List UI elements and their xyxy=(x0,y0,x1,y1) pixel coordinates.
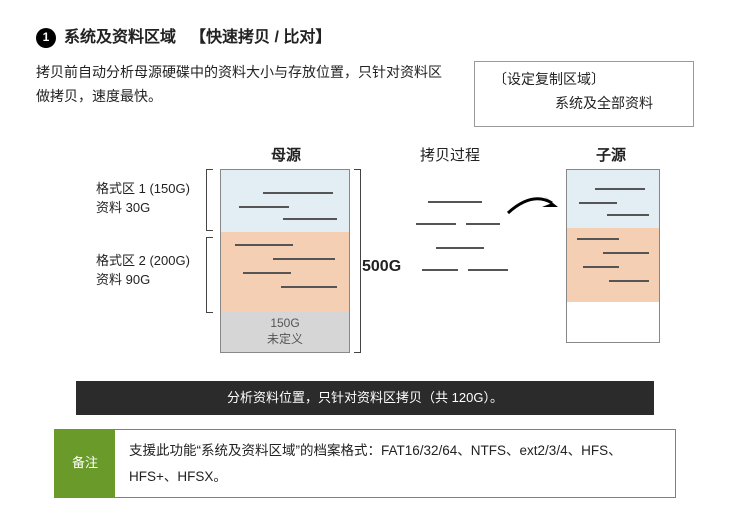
data-stripe xyxy=(243,272,291,274)
data-stripe xyxy=(609,280,649,282)
partition1-text: 格式区 1 (150G) 资料 30G xyxy=(96,179,190,218)
data-stripe xyxy=(595,188,645,190)
target-disk xyxy=(566,169,660,343)
data-stripe xyxy=(283,218,337,220)
note-row: 备注 支援此功能“系统及资料区域”的档案格式：FAT16/32/64、NTFS、… xyxy=(54,429,676,498)
undef-line2: 未定义 xyxy=(267,332,303,348)
dst-seg-blue xyxy=(567,170,659,228)
capacity-bracket xyxy=(354,169,361,353)
process-stripe xyxy=(428,201,482,203)
heading-number: 1 xyxy=(36,28,56,48)
src-seg-grey: 150G 未定义 xyxy=(221,312,349,352)
data-stripe xyxy=(273,258,335,260)
data-stripe xyxy=(235,244,293,246)
heading-title: 系统及资料区域 xyxy=(64,24,176,51)
setting-line2: 系统及全部资料 xyxy=(493,92,675,116)
src-seg-blue xyxy=(221,170,349,232)
note-body: 支援此功能“系统及资料区域”的档案格式：FAT16/32/64、NTFS、ext… xyxy=(115,430,675,497)
p2-line2: 资料 90G xyxy=(96,270,190,290)
arrow-icon xyxy=(506,189,562,219)
summary-bar: 分析资料位置，只针对资料区拷贝（共 120G）。 xyxy=(76,381,654,415)
capacity-label: 500G xyxy=(362,253,401,280)
setting-box: 〔设定复制区域〕 系统及全部资料 xyxy=(474,61,694,127)
data-stripe xyxy=(607,214,649,216)
note-tag: 备注 xyxy=(55,430,115,497)
intro-text: 拷贝前自动分析母源硬碟中的资料大小与存放位置，只针对资料区做拷贝，速度最快。 xyxy=(36,61,450,109)
src-seg-orange xyxy=(221,232,349,312)
process-stripe xyxy=(466,223,500,225)
bracket-p2 xyxy=(206,237,213,313)
data-stripe xyxy=(603,252,649,254)
heading-subtitle: 【快速拷贝 / 比对】 xyxy=(190,24,331,51)
data-stripe xyxy=(579,202,617,204)
p1-line1: 格式区 1 (150G) xyxy=(96,179,190,199)
process-stripe xyxy=(468,269,508,271)
process-stripe xyxy=(422,269,458,271)
target-label: 子源 xyxy=(596,143,626,169)
process-label: 拷贝过程 xyxy=(420,143,480,169)
partition2-text: 格式区 2 (200G) 资料 90G xyxy=(96,251,190,290)
process-stripe xyxy=(436,247,484,249)
data-stripe xyxy=(583,266,619,268)
p1-line2: 资料 30G xyxy=(96,198,190,218)
copy-diagram: 母源 拷贝过程 子源 格式区 1 (150G) 资料 30G 格式区 2 (20… xyxy=(36,143,694,373)
bracket-p1 xyxy=(206,169,213,231)
setting-line1: 〔设定复制区域〕 xyxy=(493,68,675,92)
data-stripe xyxy=(577,238,619,240)
source-label: 母源 xyxy=(271,143,301,169)
process-stripe xyxy=(416,223,456,225)
p2-line1: 格式区 2 (200G) xyxy=(96,251,190,271)
data-stripe xyxy=(281,286,337,288)
dst-seg-orange xyxy=(567,228,659,302)
undef-line1: 150G xyxy=(270,316,299,332)
intro-row: 拷贝前自动分析母源硬碟中的资料大小与存放位置，只针对资料区做拷贝，速度最快。 〔… xyxy=(36,61,694,127)
source-disk: 150G 未定义 xyxy=(220,169,350,353)
data-stripe xyxy=(263,192,333,194)
data-stripe xyxy=(239,206,289,208)
section-heading: 1 系统及资料区域 【快速拷贝 / 比对】 xyxy=(36,24,694,51)
